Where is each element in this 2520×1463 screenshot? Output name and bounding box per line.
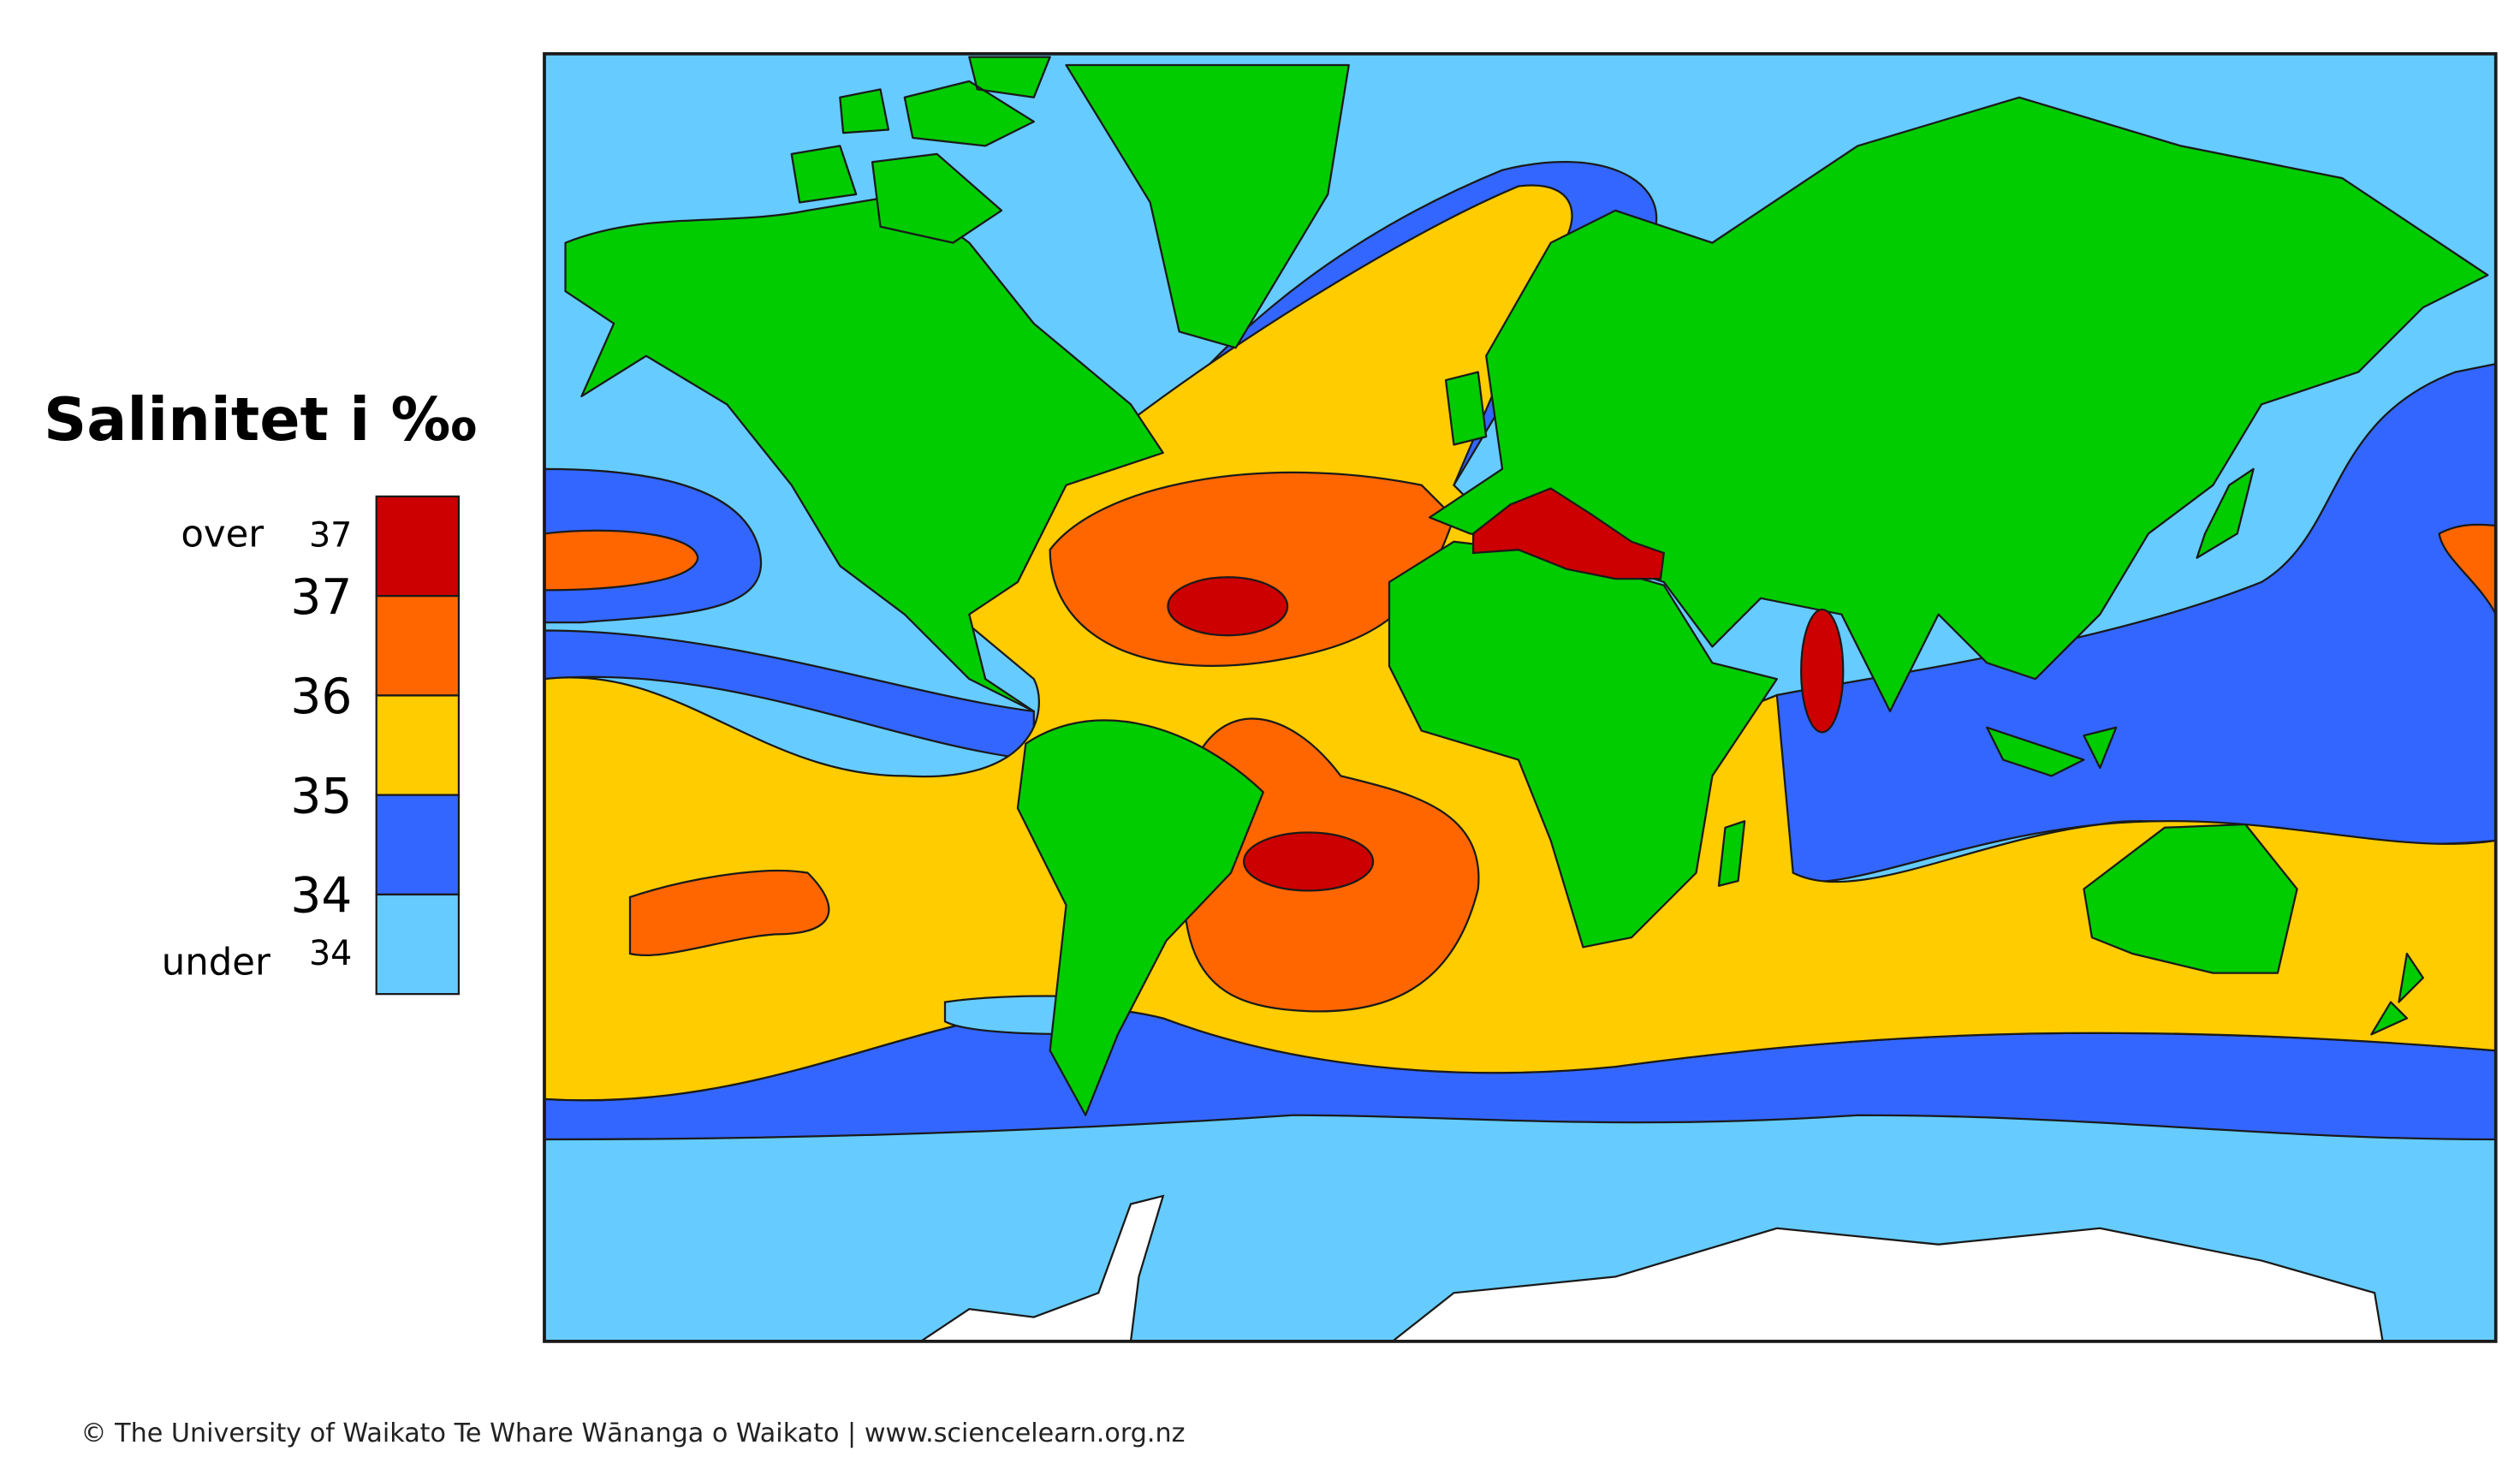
legend-under-value: 34 <box>309 934 352 973</box>
legend-over-value: 37 <box>309 515 352 555</box>
southeast-asia <box>1986 726 2118 777</box>
japan <box>2196 467 2255 559</box>
north-america <box>564 193 1164 713</box>
legend-swatch <box>375 794 461 896</box>
legend-swatch <box>375 694 461 796</box>
legend-tick-label: 35 <box>290 768 352 824</box>
arctic-islands <box>790 56 1051 244</box>
map <box>543 51 2498 1343</box>
uk <box>1444 371 1488 446</box>
legend-swatch <box>375 893 461 996</box>
south-america <box>1016 719 1264 1116</box>
eurasia <box>1429 96 2489 713</box>
legend-tick-label: 34 <box>290 868 352 925</box>
legend: Salinitet i ‰ over 37 37 36 35 34 under 34 <box>44 385 477 996</box>
legend-under-label: under <box>162 942 270 984</box>
legend-tick-label: 36 <box>290 669 352 725</box>
legend-ticks: 37 36 35 34 <box>290 569 352 925</box>
legend-title: Salinitet i ‰ <box>44 385 477 455</box>
credit-footer: © The University of Waikato Te Whare Wān… <box>80 1418 1185 1448</box>
new-zealand <box>2370 952 2424 1036</box>
madagascar <box>1717 820 1746 887</box>
zone-36-37 <box>543 529 699 592</box>
zone-36-37 <box>628 870 830 957</box>
mediterranean <box>1471 487 1666 580</box>
legend-swatch <box>375 595 461 697</box>
legend-swatch <box>375 495 461 598</box>
map-frame <box>543 51 2498 1343</box>
zone-over-37 <box>1242 831 1375 892</box>
antarctica <box>917 1194 2384 1343</box>
legend-over-label: over <box>181 513 264 556</box>
legend-swatches <box>375 495 461 996</box>
australia <box>2083 823 2298 974</box>
arabian-sea-high <box>1800 608 1845 734</box>
zone-over-37 <box>1167 576 1289 637</box>
greenland <box>1065 63 1350 349</box>
legend-tick-label: 37 <box>290 569 352 626</box>
